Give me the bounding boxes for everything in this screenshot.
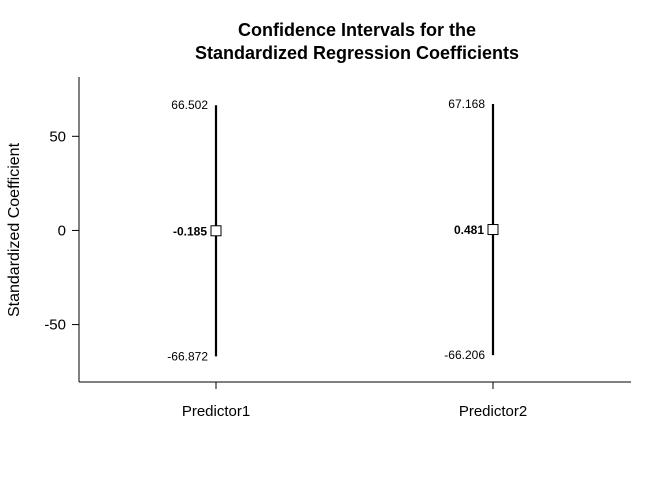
chart-title-line-1: Confidence Intervals for the [238,20,476,40]
x-tick-label: Predictor1 [182,403,250,420]
chart-marks: -50 0 50 Predictor1 66.502 -66.872 -0.185 Predi… [44,97,527,420]
estimate-label: 0.481 [454,223,484,237]
y-tick-label: 0 [58,222,66,239]
y-axis-label: Standardized Coefficient [6,142,23,317]
lower-bound-label: -66.206 [444,348,485,362]
lower-bound-label: -66.872 [167,349,208,363]
estimate-point [487,224,499,236]
upper-bound-label: 66.502 [171,98,208,112]
upper-bound-label: 67.168 [448,97,485,111]
x-tick-label: Predictor2 [459,403,527,420]
estimate-label: -0.185 [173,224,207,238]
y-tick-label: 50 [49,128,66,145]
chart-title-line-2: Standardized Regression Coefficients [195,43,519,63]
estimate-point [210,225,222,237]
y-tick-label: -50 [44,317,66,334]
